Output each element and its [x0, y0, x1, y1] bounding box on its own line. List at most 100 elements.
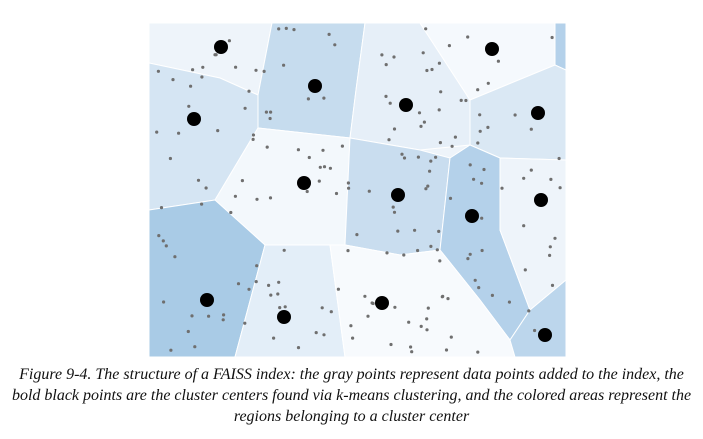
data-point: [267, 283, 271, 287]
data-point: [282, 63, 286, 67]
cluster-center: [399, 98, 413, 112]
data-point: [392, 210, 397, 214]
data-point: [292, 28, 296, 32]
data-point: [480, 248, 484, 253]
data-point: [277, 27, 281, 31]
data-point: [334, 191, 339, 196]
cluster-center: [200, 293, 214, 307]
data-point: [169, 348, 173, 352]
data-point: [296, 148, 300, 152]
data-point: [417, 111, 422, 115]
data-point: [392, 55, 396, 59]
data-point: [363, 294, 367, 298]
data-point: [236, 282, 241, 286]
region: [234, 244, 346, 357]
data-point: [157, 234, 161, 238]
data-point: [164, 244, 168, 248]
data-point: [466, 35, 470, 39]
data-point: [550, 35, 554, 40]
data-point: [349, 324, 353, 328]
data-point: [272, 336, 276, 340]
data-point: [533, 328, 537, 333]
data-point: [207, 314, 211, 318]
data-point: [550, 283, 555, 287]
region: [509, 279, 566, 357]
data-point: [204, 186, 208, 190]
data-point: [419, 324, 423, 328]
cluster-centers: [187, 40, 552, 342]
data-point: [402, 253, 406, 257]
data-point: [529, 127, 533, 131]
data-point: [453, 135, 457, 139]
data-point: [523, 268, 527, 272]
data-point: [171, 78, 175, 82]
data-point: [477, 286, 481, 290]
data-point: [385, 251, 389, 255]
data-point: [435, 248, 439, 252]
data-point: [162, 300, 166, 304]
data-point: [558, 186, 562, 190]
data-point: [557, 156, 561, 161]
data-point: [428, 169, 432, 173]
data-point: [416, 155, 420, 159]
data-point: [490, 293, 494, 297]
data-point: [317, 179, 321, 183]
data-point: [480, 181, 484, 185]
data-point: [243, 321, 247, 325]
data-point: [189, 84, 193, 88]
data-point: [254, 280, 258, 284]
data-point: [430, 67, 434, 72]
data-point: [268, 116, 272, 121]
cluster-center: [308, 79, 322, 93]
data-point: [346, 249, 350, 253]
data-point: [393, 305, 397, 309]
data-point: [425, 68, 429, 73]
region: [554, 23, 566, 71]
data-point: [233, 194, 237, 198]
data-point: [529, 168, 533, 172]
data-point: [282, 248, 286, 252]
data-point: [389, 342, 393, 347]
data-point: [416, 248, 420, 253]
data-point: [392, 127, 397, 131]
data-point: [549, 177, 553, 181]
data-point: [213, 53, 217, 57]
data-point: [320, 306, 324, 310]
data-point: [513, 113, 517, 117]
data-point: [407, 320, 411, 324]
data-point: [424, 27, 428, 31]
data-point: [507, 300, 511, 304]
data-point: [327, 32, 331, 37]
data-point: [305, 189, 309, 194]
data-point: [476, 88, 480, 92]
cluster-center: [391, 188, 405, 202]
data-point: [243, 106, 247, 110]
data-point: [251, 133, 256, 137]
data-point: [500, 186, 504, 190]
data-point: [277, 280, 281, 284]
data-point: [437, 108, 441, 112]
data-point: [322, 333, 326, 337]
data-point: [247, 89, 251, 93]
data-point: [269, 110, 273, 114]
cluster-center: [531, 106, 545, 120]
data-point: [254, 68, 258, 72]
data-point: [336, 287, 340, 291]
data-point: [268, 196, 273, 200]
data-point: [429, 159, 433, 163]
data-point: [255, 264, 259, 268]
cluster-center: [538, 328, 552, 342]
data-point: [425, 328, 429, 332]
data-point: [429, 244, 433, 248]
data-point: [222, 313, 226, 317]
data-point: [283, 305, 287, 309]
cluster-center: [187, 112, 201, 126]
data-point: [216, 129, 220, 133]
data-point: [296, 346, 301, 350]
region: [329, 244, 516, 357]
data-point: [480, 216, 484, 220]
data-point: [265, 145, 269, 149]
data-point: [173, 255, 177, 259]
data-point: [229, 210, 233, 215]
